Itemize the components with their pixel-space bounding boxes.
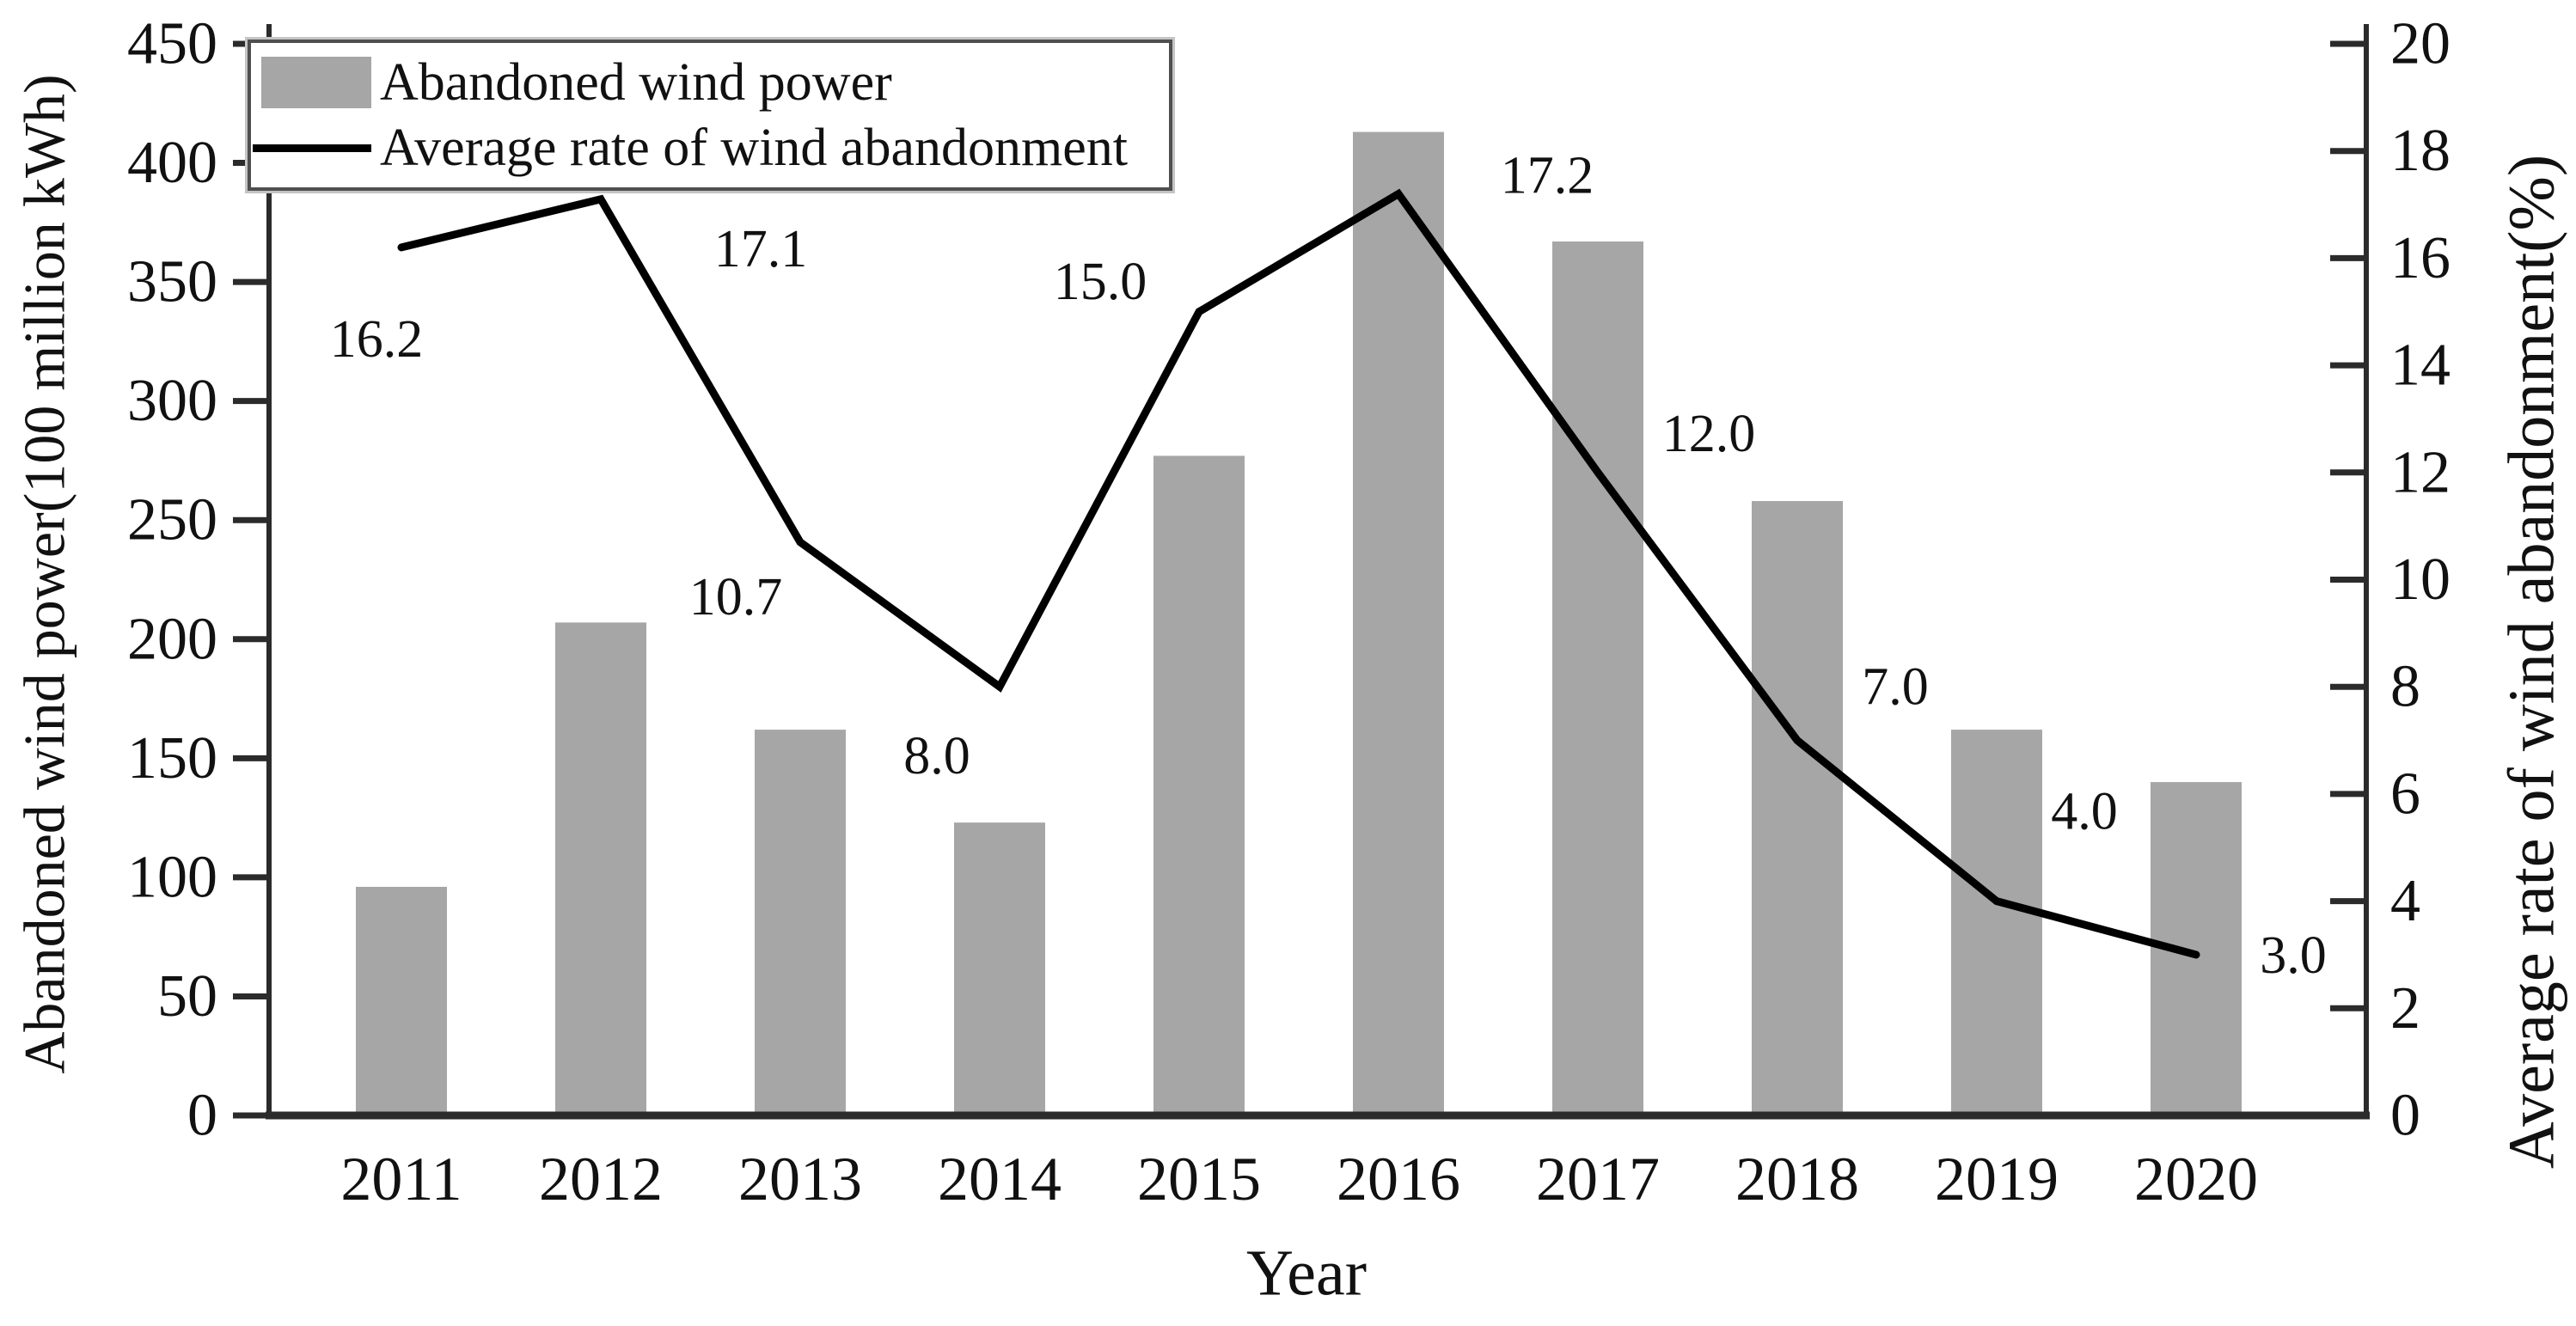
left-tick-label: 0: [187, 1083, 217, 1149]
right-tick-label: 12: [2390, 439, 2451, 505]
rate-line: [397, 188, 2200, 959]
legend: Abandoned wind power Average rate of win…: [245, 37, 1175, 193]
legend-label-bar: Abandoned wind power: [380, 53, 892, 112]
right-axis-title: Average rate of wind abandonment(%): [2495, 154, 2568, 1170]
x-tick-label-2017: 2017: [1536, 1145, 1660, 1213]
right-tick-label: 4: [2390, 868, 2420, 934]
bar-2019: [1951, 730, 2042, 1115]
x-tick-label-2018: 2018: [1735, 1145, 1859, 1213]
left-tick-label: 350: [127, 249, 217, 315]
legend-item-abandoned-wind-power: Abandoned wind power: [251, 50, 1169, 115]
right-tick-label: 8: [2390, 654, 2420, 720]
left-tick-label: 100: [127, 844, 217, 910]
point-label-2017: 12.0: [1662, 405, 1756, 463]
left-tick-label: 450: [127, 11, 217, 77]
left-tick-label: 300: [127, 368, 217, 434]
x-tick-label-2012: 2012: [539, 1145, 663, 1213]
x-tick-label-2015: 2015: [1137, 1145, 1261, 1213]
bar-2016: [1353, 131, 1444, 1115]
bar-2012: [555, 622, 646, 1115]
point-label-2013: 10.7: [689, 568, 783, 626]
bar-2011: [356, 886, 447, 1115]
bar-swatch-icon: [261, 57, 371, 108]
right-tick-label: 0: [2390, 1083, 2420, 1149]
bar-2014: [954, 822, 1045, 1115]
bar-2018: [1752, 501, 1843, 1115]
bar-2017: [1552, 241, 1643, 1116]
point-label-2016: 17.2: [1501, 147, 1594, 205]
left-axis-title: Abandoned wind power(100 million kWh): [11, 74, 77, 1074]
left-tick-label: 150: [127, 725, 217, 791]
x-tick-label-2016: 2016: [1337, 1145, 1460, 1213]
right-tick-label: 6: [2390, 761, 2420, 827]
x-tick-label-2013: 2013: [738, 1145, 862, 1213]
right-tick-label: 18: [2390, 118, 2451, 184]
left-tick-label: 50: [157, 963, 217, 1030]
legend-key: [251, 144, 380, 152]
point-label-2011: 16.2: [330, 310, 424, 369]
bar-2015: [1153, 455, 1245, 1115]
right-tick-label: 20: [2390, 11, 2451, 77]
left-tick-label: 250: [127, 487, 217, 553]
point-label-2014: 8.0: [903, 727, 970, 785]
legend-key: [251, 57, 380, 108]
left-tick-label: 400: [127, 130, 217, 196]
right-tick-label: 10: [2390, 547, 2451, 613]
right-tick-label: 2: [2390, 975, 2420, 1042]
legend-label-line: Average rate of wind abandonment: [380, 119, 1128, 177]
right-tick-label: 14: [2390, 333, 2451, 399]
x-tick-label-2019: 2019: [1935, 1145, 2059, 1213]
point-label-2020: 3.0: [2260, 926, 2327, 985]
bar-2013: [755, 730, 846, 1115]
point-label-2015: 15.0: [1054, 253, 1147, 311]
x-tick-label-2020: 2020: [2134, 1145, 2258, 1213]
point-label-2019: 4.0: [2051, 783, 2118, 841]
point-label-2018: 7.0: [1862, 658, 1929, 717]
line-sample-icon: [253, 144, 371, 152]
left-tick-label: 200: [127, 606, 217, 672]
point-label-2012: 17.1: [714, 220, 808, 278]
x-tick-label-2011: 2011: [340, 1145, 462, 1213]
legend-item-average-rate: Average rate of wind abandonment: [251, 115, 1169, 180]
right-tick-label: 16: [2390, 225, 2451, 291]
x-axis-title: Year: [1245, 1237, 1368, 1310]
x-tick-label-2014: 2014: [938, 1145, 1062, 1213]
